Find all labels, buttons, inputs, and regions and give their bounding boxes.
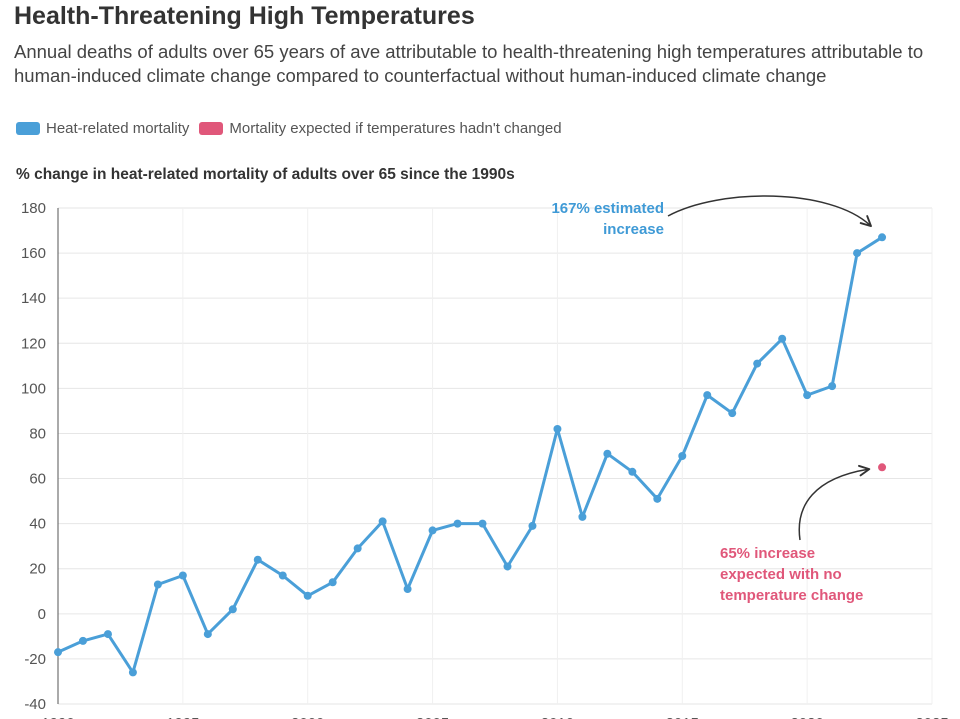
data-point-heat	[503, 562, 512, 571]
y-tick-label: 120	[21, 335, 46, 352]
legend-label-expected: Mortality expected if temperatures hadn'…	[229, 120, 562, 137]
data-point-heat	[54, 648, 62, 657]
data-point-heat	[753, 359, 762, 368]
annotation-heat-arrow	[667, 195, 872, 228]
data-point-heat	[228, 605, 237, 614]
x-tick-label: 2005	[416, 715, 449, 719]
chart-subtitle: Annual deaths of adults over 65 years of…	[14, 41, 924, 86]
data-point-heat	[678, 452, 687, 460]
data-point-heat	[303, 591, 312, 600]
y-tick-label: 20	[29, 561, 46, 578]
data-point-heat	[803, 391, 812, 400]
y-tick-label: 40	[29, 516, 46, 533]
x-tick-label: 2020	[790, 715, 823, 719]
y-tick-label: 60	[29, 471, 46, 488]
y-tick-label: 140	[21, 290, 46, 307]
legend-swatch-expected	[199, 122, 224, 135]
data-point-heat	[528, 521, 537, 530]
data-point-heat	[103, 630, 112, 639]
data-point-heat	[778, 334, 787, 343]
data-point-heat	[328, 578, 337, 587]
annotation-expected-arrow	[798, 464, 871, 541]
x-tick-label: 2025	[915, 715, 948, 719]
legend: Heat-related mortality Mortality expecte…	[16, 120, 572, 137]
annotation-expected-line: temperature change	[720, 587, 863, 604]
y-ticks: 180 160 140 120 100 80 60 40 20 0 -20 -40	[21, 200, 46, 713]
y-axis-label: % change in heat-related mortality of ad…	[16, 166, 515, 183]
data-point-heat	[453, 519, 462, 528]
legend-item-heat: Heat-related mortality	[16, 120, 189, 137]
series-line-heat	[56, 235, 884, 674]
data-point-heat	[853, 249, 862, 258]
data-point-heat	[203, 630, 212, 639]
x-tick-label: 1990	[41, 715, 74, 719]
y-tick-label: -40	[24, 696, 46, 713]
series-points-heat	[54, 233, 887, 677]
legend-label-heat: Heat-related mortality	[46, 120, 190, 137]
data-point-heat	[153, 580, 162, 589]
data-point-heat	[628, 467, 637, 476]
y-tick-label: 180	[21, 200, 46, 217]
annotations: 167% estimated increase 65% increase expect…	[551, 195, 872, 604]
y-tick-label: 100	[21, 380, 46, 397]
gridlines	[57, 207, 933, 705]
data-point-heat	[428, 526, 437, 535]
annotation-heat-text: 167% estimated increase	[551, 200, 664, 238]
y-tick-label: 160	[21, 245, 46, 262]
legend-item-expected: Mortality expected if temperatures hadn'…	[199, 120, 562, 137]
data-point-heat	[478, 519, 487, 528]
data-point-heat	[703, 391, 712, 400]
data-point-heat	[653, 494, 662, 503]
y-tick-label: 80	[29, 425, 46, 442]
annotation-heat-line: increase	[603, 221, 664, 238]
x-tick-label: 2000	[291, 715, 324, 719]
data-point-heat	[403, 585, 412, 594]
data-point-heat	[128, 668, 137, 677]
annotation-expected-line: expected with no	[720, 566, 842, 583]
x-tick-label: 2015	[666, 715, 699, 719]
annotation-expected-line: 65% increase	[720, 545, 815, 562]
data-point-heat	[353, 544, 362, 553]
data-point-heat	[253, 555, 262, 564]
data-point-heat	[878, 233, 887, 242]
y-tick-label: 0	[38, 606, 46, 623]
data-point-heat	[728, 409, 737, 418]
data-point-heat	[278, 571, 287, 580]
legend-swatch-heat	[16, 122, 40, 135]
data-point-heat	[378, 517, 387, 526]
data-point-heat	[78, 636, 87, 645]
series-points-expected	[878, 463, 887, 472]
data-point-heat	[178, 571, 187, 580]
data-point-heat	[603, 449, 612, 458]
chart-title: Health-Threatening High Temperatures	[14, 2, 475, 30]
annotation-expected-text: 65% increase expected with no temperature …	[720, 545, 863, 604]
annotation-heat-line: 167% estimated	[551, 200, 664, 217]
data-point-heat	[578, 512, 587, 521]
x-tick-label: 1995	[166, 715, 199, 719]
data-point-heat	[828, 382, 837, 391]
data-point-heat	[553, 424, 562, 433]
y-tick-label: -20	[24, 651, 46, 668]
data-point-expected	[878, 463, 887, 472]
